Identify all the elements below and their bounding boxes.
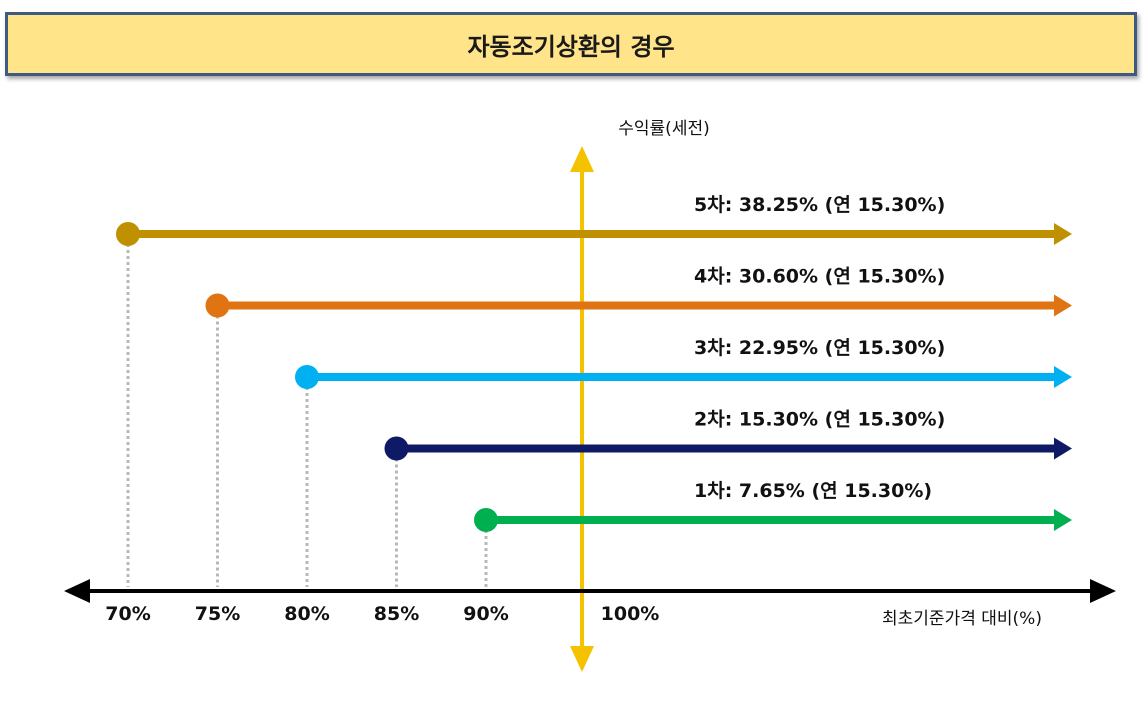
tier-arrow-1	[1054, 509, 1072, 531]
guide-lines	[126, 244, 488, 587]
price-axis-right-arrow	[1090, 579, 1116, 603]
tier-start-dot-1	[474, 508, 498, 532]
tier-start-dot-2	[384, 436, 409, 461]
tier-label-3: 3차: 22.95% (연 15.30%)	[694, 337, 945, 359]
tier-arrow-5	[1054, 223, 1072, 245]
tier-arrow-4	[1054, 294, 1072, 317]
tier-arrow-2	[1054, 437, 1072, 460]
tier-label-5: 5차: 38.25% (연 15.30%)	[694, 194, 945, 216]
reference-level-label: 100%	[601, 603, 660, 625]
return-axis-down-arrow	[570, 646, 594, 672]
barrier-tick-labels: 70% 75% 80% 85% 90%	[105, 603, 508, 625]
tick-label-90: 90%	[463, 603, 508, 625]
y-axis-label: 수익률(세전)	[618, 119, 709, 139]
tier-start-dot-3	[295, 365, 319, 389]
tier-label-4: 4차: 30.60% (연 15.30%)	[694, 266, 945, 288]
return-axis	[570, 146, 594, 672]
tick-label-80: 80%	[284, 603, 329, 625]
page-title: 자동조기상환의 경우	[467, 32, 675, 61]
price-axis-left-arrow	[64, 579, 90, 603]
x-axis-label: 최초기준가격 대비(%)	[882, 609, 1042, 629]
tier-label-1: 1차: 7.65% (연 15.30%)	[694, 480, 932, 502]
tier-label-2: 2차: 15.30% (연 15.30%)	[694, 409, 945, 431]
tier-arrow-3	[1054, 366, 1072, 388]
tick-label-70: 70%	[105, 603, 150, 625]
price-axis	[64, 579, 1116, 603]
return-axis-up-arrow	[570, 146, 594, 172]
redemption-tiers: 5차: 38.25% (연 15.30%) 4차: 30.60% (연 15.30…	[116, 194, 1072, 532]
tier-start-dot-4	[205, 293, 230, 318]
tier-start-dot-5	[116, 222, 140, 246]
tick-label-85: 85%	[374, 603, 419, 625]
title-banner: 자동조기상환의 경우	[5, 12, 1137, 76]
tick-label-75: 75%	[195, 603, 240, 625]
